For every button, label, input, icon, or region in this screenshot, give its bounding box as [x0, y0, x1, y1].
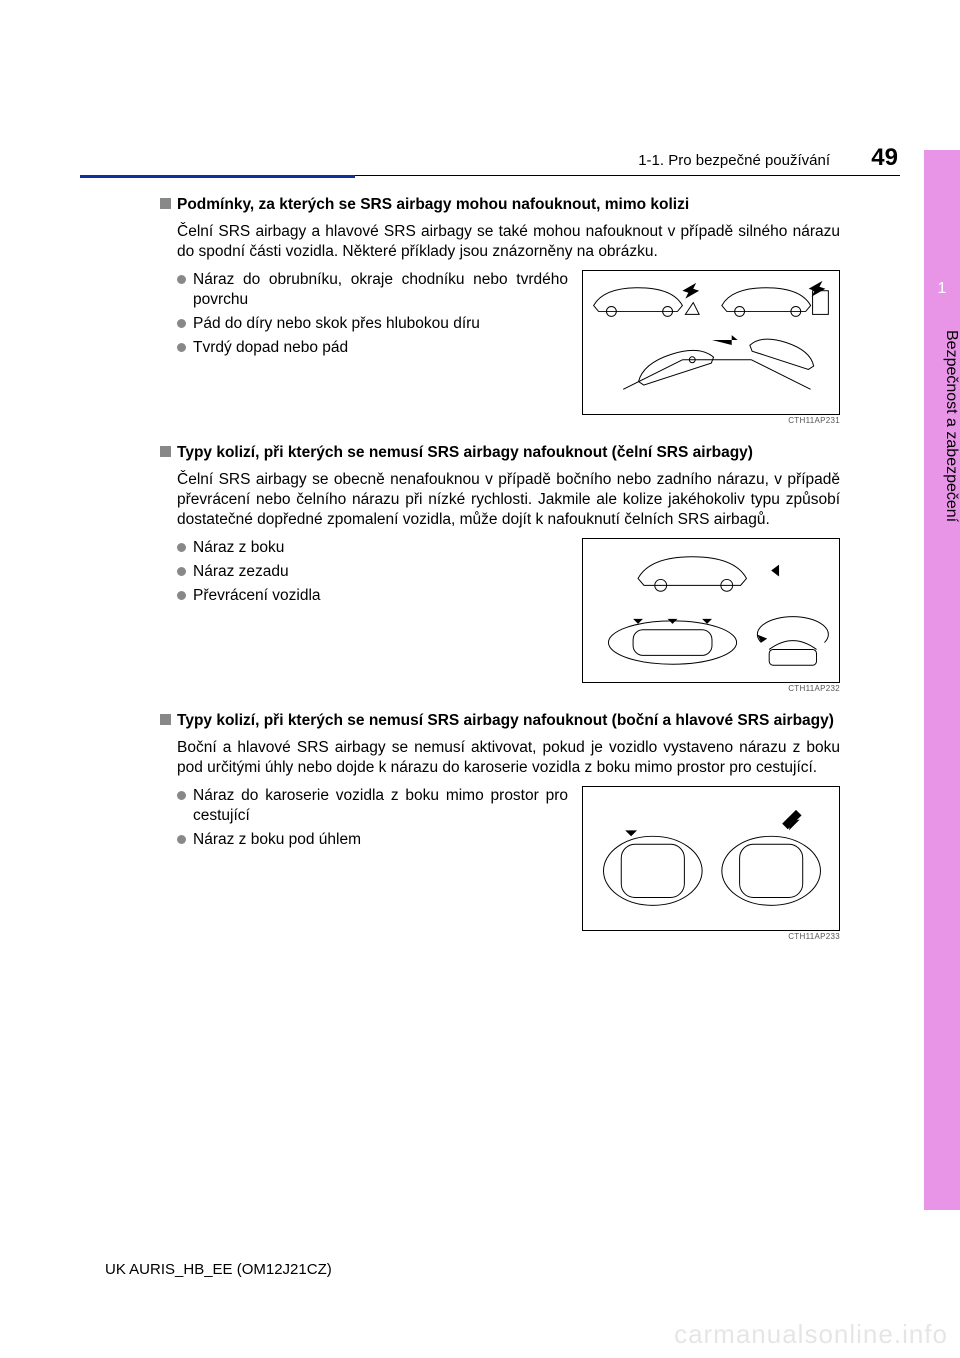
bullet-text: Náraz do karoserie vozidla z boku mimo p… — [193, 786, 568, 826]
bullet-text: Pád do díry nebo skok přes hlubokou díru — [193, 314, 480, 334]
list-item: Náraz z boku pod úhlem — [177, 830, 568, 850]
bullet-text: Náraz z boku — [193, 538, 284, 558]
footer-document-id: UK AURIS_HB_EE (OM12J21CZ) — [105, 1261, 332, 1278]
section-heading: Typy kolizí, při kterých se nemusí SRS a… — [177, 711, 834, 730]
bullet-text: Náraz do obrubníku, okraje chodníku nebo… — [193, 270, 568, 310]
dot-icon — [177, 791, 186, 800]
page-content: Podmínky, za kterých se SRS airbagy moho… — [160, 195, 840, 959]
dot-icon — [177, 591, 186, 600]
figure-curb-impact — [582, 270, 840, 415]
figure-side-angle-impact — [582, 786, 840, 931]
list-item: Pád do díry nebo skok přes hlubokou díru — [177, 314, 568, 334]
bullet-column: Náraz do karoserie vozidla z boku mimo p… — [177, 786, 568, 853]
tab-chapter-label: Bezpečnost a zabezpečení — [924, 330, 960, 750]
section: Podmínky, za kterých se SRS airbagy moho… — [160, 195, 840, 425]
heading-row: Typy kolizí, při kterých se nemusí SRS a… — [160, 443, 840, 462]
dot-icon — [177, 543, 186, 552]
heading-row: Typy kolizí, při kterých se nemusí SRS a… — [160, 711, 840, 730]
watermark: carmanualsonline.info — [674, 1319, 948, 1350]
dot-icon — [177, 319, 186, 328]
figure-box: CTH11AP233 — [582, 786, 840, 941]
section-paragraph: Čelní SRS airbagy se obecně nenafouknou … — [177, 470, 840, 529]
figure-caption: CTH11AP231 — [582, 416, 840, 425]
heading-row: Podmínky, za kterých se SRS airbagy moho… — [160, 195, 840, 214]
list-item: Náraz z boku — [177, 538, 568, 558]
section: Typy kolizí, při kterých se nemusí SRS a… — [160, 711, 840, 941]
list-item: Převrácení vozidla — [177, 586, 568, 606]
section-paragraph: Čelní SRS airbagy a hlavové SRS airbagy … — [177, 222, 840, 262]
square-bullet-icon — [160, 198, 171, 209]
square-bullet-icon — [160, 446, 171, 457]
bullet-text: Náraz z boku pod úhlem — [193, 830, 361, 850]
bullet-column: Náraz z boku Náraz zezadu Převrácení voz… — [177, 538, 568, 609]
square-bullet-icon — [160, 714, 171, 725]
bullets-and-figure: Náraz do karoserie vozidla z boku mimo p… — [177, 786, 840, 941]
bullets-and-figure: Náraz z boku Náraz zezadu Převrácení voz… — [177, 538, 840, 693]
bullet-text: Náraz zezadu — [193, 562, 289, 582]
list-item: Náraz zezadu — [177, 562, 568, 582]
bullets-and-figure: Náraz do obrubníku, okraje chodníku nebo… — [177, 270, 840, 425]
section-paragraph: Boční a hlavové SRS airbagy se nemusí ak… — [177, 738, 840, 778]
header-rule — [80, 148, 900, 176]
bullet-text: Převrácení vozidla — [193, 586, 321, 606]
dot-icon — [177, 835, 186, 844]
figure-caption: CTH11AP233 — [582, 932, 840, 941]
tab-chapter-number: 1 — [924, 280, 960, 298]
figure-caption: CTH11AP232 — [582, 684, 840, 693]
dot-icon — [177, 275, 186, 284]
bullet-text: Tvrdý dopad nebo pád — [193, 338, 348, 358]
dot-icon — [177, 343, 186, 352]
list-item: Tvrdý dopad nebo pád — [177, 338, 568, 358]
figure-box: CTH11AP232 — [582, 538, 840, 693]
section-heading: Typy kolizí, při kterých se nemusí SRS a… — [177, 443, 753, 462]
section-heading: Podmínky, za kterých se SRS airbagy moho… — [177, 195, 689, 214]
list-item: Náraz do karoserie vozidla z boku mimo p… — [177, 786, 568, 826]
list-item: Náraz do obrubníku, okraje chodníku nebo… — [177, 270, 568, 310]
figure-side-rear-rollover — [582, 538, 840, 683]
dot-icon — [177, 567, 186, 576]
section: Typy kolizí, při kterých se nemusí SRS a… — [160, 443, 840, 693]
figure-box: CTH11AP231 — [582, 270, 840, 425]
bullet-column: Náraz do obrubníku, okraje chodníku nebo… — [177, 270, 568, 361]
